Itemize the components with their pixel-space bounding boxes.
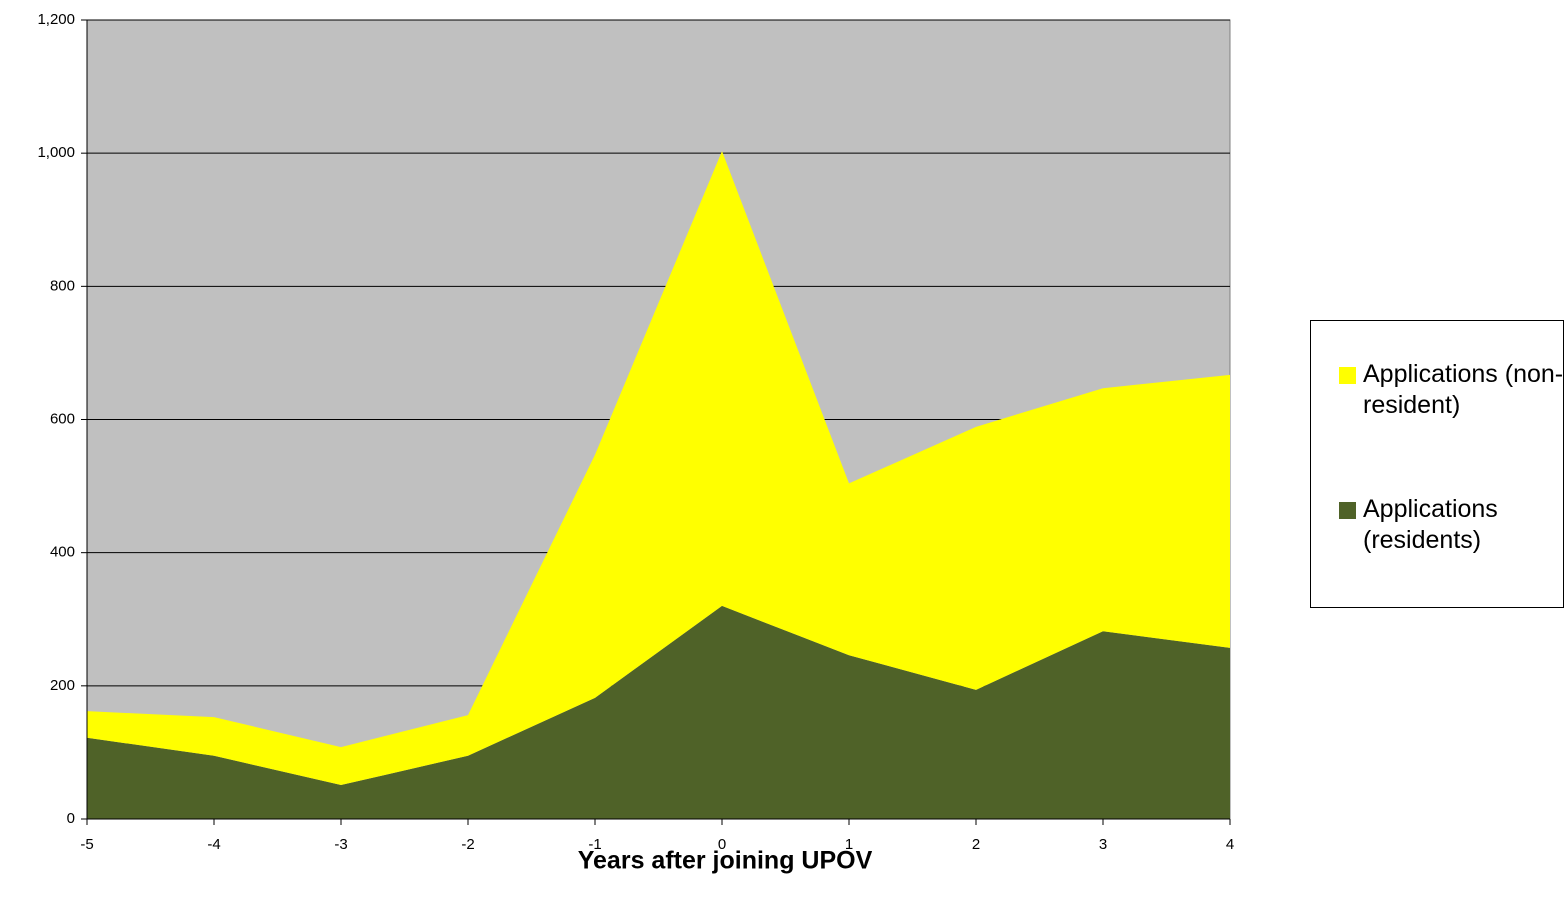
y-tick-label: 1,200 xyxy=(37,11,75,28)
x-tick-label: -2 xyxy=(461,836,474,853)
x-tick-label: 3 xyxy=(1099,836,1107,853)
y-tick-label: 1,000 xyxy=(37,144,75,161)
x-tick-label: 2 xyxy=(972,836,980,853)
y-tick-label: 200 xyxy=(50,677,75,694)
x-axis-title: Years after joining UPOV xyxy=(578,847,873,875)
x-tick-label: -5 xyxy=(80,836,93,853)
y-tick-label: 600 xyxy=(50,410,75,427)
legend-swatch xyxy=(1339,367,1356,384)
x-tick-label: -1 xyxy=(588,836,601,853)
legend: Applications (non-resident) Applications … xyxy=(1310,320,1564,608)
legend-item: Applications (residents) xyxy=(1339,494,1565,556)
legend-label: Applications (residents) xyxy=(1363,495,1498,554)
legend-swatch xyxy=(1339,502,1356,519)
y-tick-label: 400 xyxy=(50,544,75,561)
y-tick-label: 0 xyxy=(67,810,75,827)
x-tick-label: -4 xyxy=(207,836,220,853)
x-tick-label: 4 xyxy=(1226,836,1234,853)
legend-item: Applications (non-resident) xyxy=(1339,359,1565,421)
area xyxy=(87,605,1230,819)
x-tick-label: 0 xyxy=(718,836,726,853)
area xyxy=(87,151,1230,786)
chart: Years after joining UPOV 0 200 400 600 800 1,… xyxy=(37,11,1234,875)
legend-label: Applications (non-resident) xyxy=(1363,360,1564,419)
x-tick-label: -3 xyxy=(334,836,347,853)
y-tick-label: 800 xyxy=(50,277,75,294)
x-tick-label: 1 xyxy=(845,836,853,853)
